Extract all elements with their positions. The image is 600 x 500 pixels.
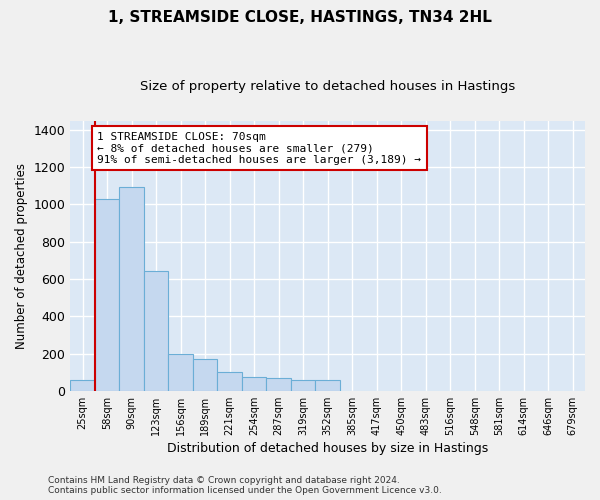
Bar <box>242 377 266 391</box>
Bar <box>266 378 291 391</box>
Text: 1 STREAMSIDE CLOSE: 70sqm
← 8% of detached houses are smaller (279)
91% of semi-: 1 STREAMSIDE CLOSE: 70sqm ← 8% of detach… <box>97 132 421 165</box>
Bar <box>217 372 242 391</box>
Bar <box>291 380 316 391</box>
Bar <box>144 270 169 391</box>
Bar <box>119 186 144 391</box>
X-axis label: Distribution of detached houses by size in Hastings: Distribution of detached houses by size … <box>167 442 488 455</box>
Y-axis label: Number of detached properties: Number of detached properties <box>15 162 28 348</box>
Title: Size of property relative to detached houses in Hastings: Size of property relative to detached ho… <box>140 80 515 93</box>
Bar <box>193 359 217 391</box>
Bar <box>95 199 119 391</box>
Bar <box>316 380 340 391</box>
Text: Contains HM Land Registry data © Crown copyright and database right 2024.
Contai: Contains HM Land Registry data © Crown c… <box>48 476 442 495</box>
Bar <box>70 380 95 391</box>
Text: 1, STREAMSIDE CLOSE, HASTINGS, TN34 2HL: 1, STREAMSIDE CLOSE, HASTINGS, TN34 2HL <box>108 10 492 25</box>
Bar <box>169 354 193 391</box>
